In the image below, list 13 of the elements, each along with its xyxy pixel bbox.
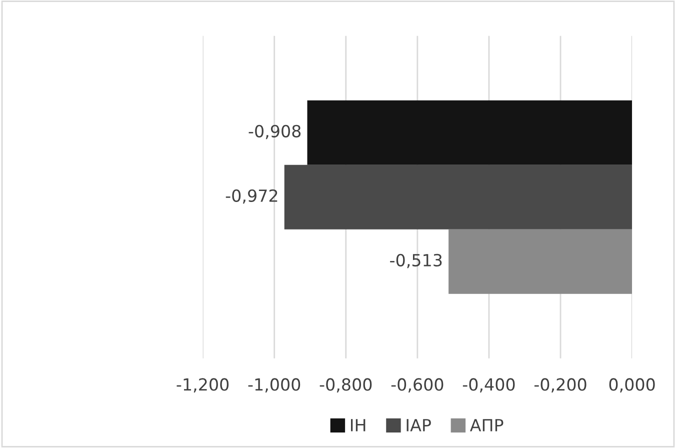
x-tick-label: -1,000: [248, 378, 300, 392]
legend-label: АПР: [470, 419, 504, 432]
data-label: -0,972: [226, 189, 278, 204]
x-tick-label: -0,200: [534, 378, 586, 392]
x-tick-label: -0,800: [320, 378, 372, 392]
x-tick-label: -0,600: [391, 378, 444, 392]
x-tick-label: 0,000: [609, 378, 655, 392]
data-label: -0,908: [248, 124, 301, 140]
x-tick-label: -1,200: [176, 378, 229, 392]
legend-label: IAP: [406, 419, 431, 432]
x-tick-label: -0,400: [462, 378, 515, 392]
data-label: -0,513: [390, 254, 442, 268]
legend-label: IH: [351, 419, 366, 432]
